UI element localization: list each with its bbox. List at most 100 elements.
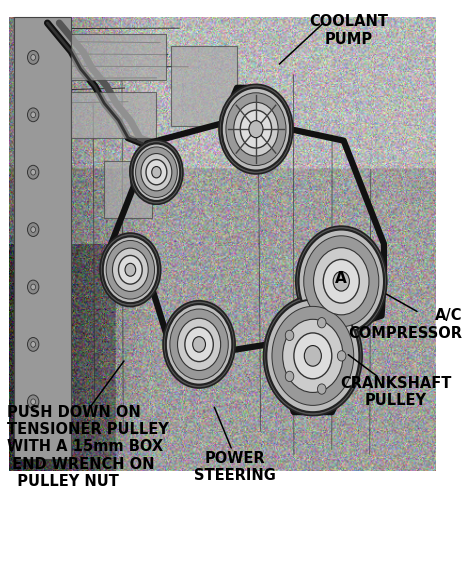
- Circle shape: [170, 309, 228, 380]
- Circle shape: [100, 233, 161, 307]
- Circle shape: [240, 110, 272, 148]
- Circle shape: [313, 248, 369, 315]
- Circle shape: [266, 300, 359, 412]
- Circle shape: [249, 121, 263, 138]
- Circle shape: [219, 84, 293, 174]
- Circle shape: [27, 51, 39, 64]
- Circle shape: [337, 351, 346, 361]
- Circle shape: [166, 304, 232, 385]
- Text: A: A: [336, 271, 347, 286]
- Circle shape: [272, 307, 354, 405]
- Circle shape: [296, 226, 387, 336]
- Circle shape: [304, 236, 379, 327]
- Circle shape: [304, 236, 379, 327]
- Circle shape: [299, 230, 384, 333]
- Circle shape: [177, 318, 220, 371]
- Circle shape: [152, 166, 161, 178]
- Circle shape: [118, 255, 142, 284]
- Circle shape: [27, 338, 39, 351]
- Circle shape: [31, 55, 36, 60]
- Circle shape: [285, 371, 294, 382]
- Circle shape: [31, 112, 36, 118]
- Circle shape: [27, 280, 39, 294]
- Circle shape: [27, 108, 39, 122]
- Circle shape: [141, 154, 172, 191]
- Circle shape: [285, 330, 294, 340]
- Circle shape: [294, 333, 332, 379]
- Circle shape: [337, 351, 346, 361]
- Circle shape: [283, 319, 343, 393]
- Circle shape: [146, 160, 167, 185]
- Circle shape: [146, 160, 167, 185]
- Text: A: A: [336, 271, 347, 286]
- Circle shape: [226, 93, 286, 165]
- Text: POWER
STEERING: POWER STEERING: [194, 451, 275, 483]
- Circle shape: [285, 371, 294, 382]
- Circle shape: [170, 309, 228, 380]
- Circle shape: [299, 230, 384, 333]
- Bar: [14, 17, 71, 459]
- Circle shape: [294, 333, 332, 379]
- Circle shape: [222, 88, 290, 170]
- Circle shape: [264, 296, 362, 416]
- Circle shape: [177, 318, 220, 371]
- Circle shape: [333, 272, 349, 291]
- Circle shape: [106, 241, 155, 299]
- Circle shape: [112, 248, 148, 292]
- Circle shape: [103, 236, 158, 303]
- Circle shape: [31, 227, 36, 232]
- Circle shape: [185, 327, 213, 362]
- Circle shape: [249, 121, 263, 138]
- Circle shape: [266, 300, 359, 412]
- Circle shape: [103, 236, 158, 303]
- Circle shape: [27, 395, 39, 409]
- Circle shape: [152, 166, 161, 178]
- Circle shape: [285, 330, 294, 340]
- Circle shape: [234, 102, 278, 156]
- Bar: [71, 92, 156, 138]
- Circle shape: [323, 259, 359, 303]
- Circle shape: [272, 307, 354, 405]
- Circle shape: [240, 110, 272, 148]
- Circle shape: [283, 319, 343, 393]
- Circle shape: [125, 263, 136, 276]
- Circle shape: [318, 317, 326, 328]
- Circle shape: [192, 336, 205, 352]
- Circle shape: [27, 223, 39, 236]
- Circle shape: [130, 140, 183, 204]
- Bar: [171, 46, 237, 126]
- Circle shape: [106, 241, 155, 299]
- Text: COOLANT
PUMP: COOLANT PUMP: [309, 14, 388, 46]
- Circle shape: [166, 304, 232, 385]
- Circle shape: [118, 255, 142, 284]
- Circle shape: [323, 259, 359, 303]
- Circle shape: [318, 384, 326, 394]
- Circle shape: [136, 147, 177, 197]
- Circle shape: [333, 272, 349, 291]
- Circle shape: [304, 346, 321, 366]
- Circle shape: [125, 263, 136, 276]
- Bar: [104, 161, 152, 218]
- Circle shape: [112, 248, 148, 292]
- Circle shape: [192, 336, 205, 352]
- Circle shape: [31, 169, 36, 175]
- Circle shape: [185, 327, 213, 362]
- Circle shape: [133, 144, 180, 201]
- Text: PUSH DOWN ON
TENSIONER PULLEY
WITH A 15mm BOX
 END WRENCH ON
  PULLEY NUT: PUSH DOWN ON TENSIONER PULLEY WITH A 15m…: [7, 405, 169, 489]
- Circle shape: [318, 384, 326, 394]
- Circle shape: [27, 165, 39, 179]
- Circle shape: [133, 144, 180, 201]
- Text: A/C
COMPRESSOR: A/C COMPRESSOR: [348, 308, 462, 340]
- Circle shape: [313, 248, 369, 315]
- Circle shape: [222, 88, 290, 170]
- Circle shape: [141, 154, 172, 191]
- Circle shape: [163, 301, 235, 388]
- Circle shape: [31, 342, 36, 347]
- Circle shape: [31, 284, 36, 290]
- Text: CRANKSHAFT
PULLEY: CRANKSHAFT PULLEY: [340, 376, 451, 408]
- Circle shape: [31, 399, 36, 405]
- Circle shape: [234, 102, 278, 156]
- Circle shape: [304, 346, 321, 366]
- Circle shape: [226, 93, 286, 165]
- Circle shape: [136, 147, 177, 197]
